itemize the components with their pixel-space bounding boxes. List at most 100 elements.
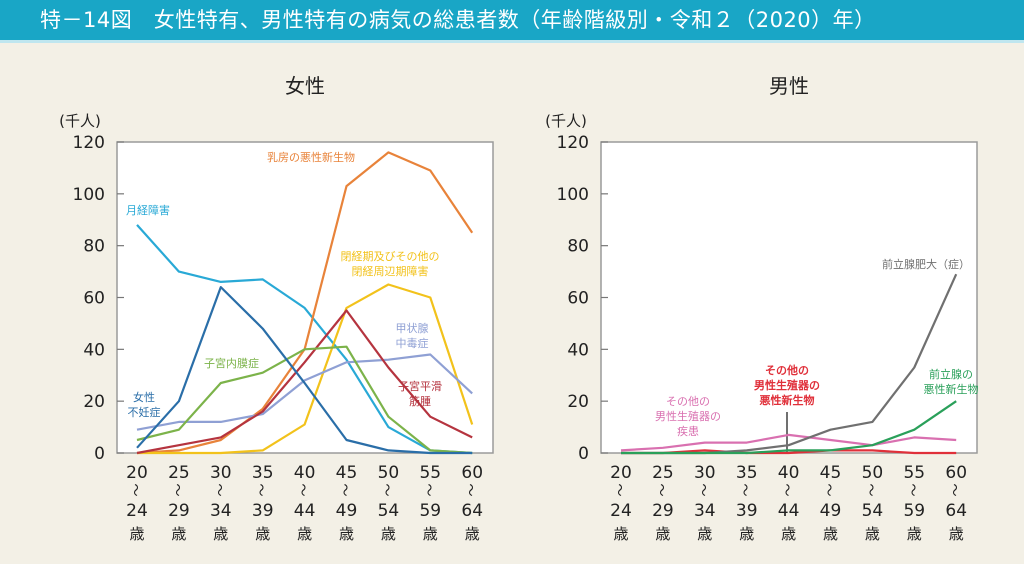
x-tick-label-from: 60 [945, 463, 967, 483]
x-tick-label-unit: 歳 [865, 525, 880, 543]
series-label-line: 悪性新生物 [924, 382, 979, 396]
series-label-line: 中毒症 [396, 336, 429, 350]
y-tick-label: 40 [567, 340, 589, 360]
x-tick-label-unit: 歳 [465, 525, 480, 543]
x-tick-label-to: 64 [461, 501, 483, 521]
series-label: 閉経期及びその他の閉経周辺期障害 [341, 250, 440, 278]
x-tick-label-to: 64 [945, 501, 967, 521]
series-label: その他の男性生殖器の疾患 [655, 395, 721, 438]
series-label-line: 男性生殖器の [655, 409, 721, 423]
x-tick-label-sep: 〜 [737, 483, 752, 496]
x-tick-label-from: 30 [694, 463, 716, 483]
series-line [136, 353, 473, 431]
x-tick-label-to: 59 [903, 501, 925, 521]
y-tick-label: 40 [83, 340, 105, 360]
chart-title: 女性 [285, 74, 325, 98]
figure-header: 特－14図 女性特有、男性特有の病気の総患者数（年齢階級別・令和２（2020）年… [0, 0, 1024, 43]
y-tick-label: 0 [578, 444, 589, 464]
x-tick-label-from: 40 [778, 463, 800, 483]
x-tick-label-sep: 〜 [779, 483, 794, 496]
series-label: 甲状腺中毒症 [396, 321, 429, 350]
x-tick-label-to: 59 [419, 501, 441, 521]
y-tick-label: 120 [73, 133, 105, 153]
x-tick-label-sep: 〜 [378, 483, 393, 496]
series-label-line: 子宮平滑 [398, 379, 442, 393]
x-tick-label-to: 29 [168, 501, 190, 521]
x-tick-label-unit: 歳 [697, 525, 712, 543]
y-axis-unit: (千人) [59, 112, 101, 130]
y-axis-unit: (千人) [545, 112, 587, 130]
x-tick-label-sep: 〜 [462, 483, 477, 496]
x-tick-label-sep: 〜 [169, 483, 184, 496]
x-tick-label-unit: 歳 [339, 525, 354, 543]
figure-title: 特－14図 女性特有、男性特有の病気の総患者数（年齢階級別・令和２（2020）年… [40, 8, 876, 32]
series-line [136, 224, 473, 455]
x-tick-label-to: 54 [378, 501, 400, 521]
x-tick-label-to: 24 [126, 501, 148, 521]
y-tick-label: 80 [83, 237, 105, 257]
x-tick-label-sep: 〜 [295, 483, 310, 496]
x-tick-label-to: 39 [252, 501, 274, 521]
x-tick-label-from: 20 [126, 463, 148, 483]
x-tick-label-sep: 〜 [653, 483, 668, 496]
x-tick-label-from: 30 [210, 463, 232, 483]
x-tick-label-sep: 〜 [211, 483, 226, 496]
series-line [620, 433, 957, 452]
series-label: 前立腺の悪性新生物 [924, 367, 979, 396]
series-line [136, 345, 473, 455]
x-tick-label-sep: 〜 [611, 483, 626, 496]
x-tick-label-from: 45 [820, 463, 842, 483]
series-label-line: 女性 [133, 390, 155, 404]
x-tick-label-sep: 〜 [862, 483, 877, 496]
x-tick-label-unit: 歳 [739, 525, 754, 543]
series-label: 乳房の悪性新生物 [267, 150, 355, 164]
x-tick-label-unit: 歳 [255, 525, 270, 543]
x-tick-label-from: 45 [336, 463, 358, 483]
y-tick-label: 100 [73, 185, 105, 205]
header-rule [0, 40, 1024, 43]
x-tick-label-unit: 歳 [907, 525, 922, 543]
x-tick-label-to: 39 [736, 501, 758, 521]
x-tick-label-sep: 〜 [420, 483, 435, 496]
series-label: 子宮平滑筋腫 [398, 379, 442, 408]
y-tick-label: 120 [557, 133, 589, 153]
y-tick-label: 20 [567, 392, 589, 412]
x-tick-label-to: 49 [336, 501, 358, 521]
series-label-line: 筋腫 [409, 394, 431, 408]
female-chart: 女性(千人)02040608010012020〜24歳25〜29歳30〜34歳3… [59, 74, 494, 543]
y-tick-label: 60 [83, 289, 105, 309]
x-tick-label-from: 35 [736, 463, 758, 483]
x-tick-label-unit: 歳 [129, 525, 144, 543]
plot-area [600, 141, 978, 454]
x-tick-label-to: 49 [820, 501, 842, 521]
x-tick-label-unit: 歳 [381, 525, 396, 543]
series-label-line: 乳房の悪性新生物 [267, 150, 355, 164]
x-tick-label-unit: 歳 [655, 525, 670, 543]
x-tick-label-sep: 〜 [695, 483, 710, 496]
x-tick-label-unit: 歳 [171, 525, 186, 543]
y-tick-label: 80 [567, 237, 589, 257]
series-label-line: 悪性新生物 [760, 393, 815, 407]
series-label: 女性不妊症 [128, 390, 161, 419]
series-label: 前立腺肥大（症） [882, 257, 970, 271]
x-tick-label-sep: 〜 [946, 483, 961, 496]
x-tick-label-from: 20 [610, 463, 632, 483]
series-label: 月経障害 [126, 203, 170, 217]
series-line [136, 286, 473, 455]
x-tick-label-from: 25 [168, 463, 190, 483]
series-label-line: 不妊症 [128, 405, 161, 419]
x-tick-label-sep: 〜 [253, 483, 268, 496]
x-tick-label-sep: 〜 [904, 483, 919, 496]
series-label-line: 前立腺肥大（症） [882, 257, 970, 271]
series-label: その他の男性生殖器の悪性新生物 [754, 363, 820, 407]
x-tick-label-to: 24 [610, 501, 632, 521]
y-tick-label: 0 [94, 444, 105, 464]
x-tick-label-unit: 歳 [613, 525, 628, 543]
x-tick-label-from: 40 [294, 463, 316, 483]
x-tick-label-from: 25 [652, 463, 674, 483]
chart-title: 男性 [769, 74, 809, 98]
x-tick-label-from: 35 [252, 463, 274, 483]
x-tick-label-unit: 歳 [949, 525, 964, 543]
x-tick-label-unit: 歳 [823, 525, 838, 543]
male-chart: 男性(千人)02040608010012020〜24歳25〜29歳30〜34歳3… [545, 74, 978, 543]
